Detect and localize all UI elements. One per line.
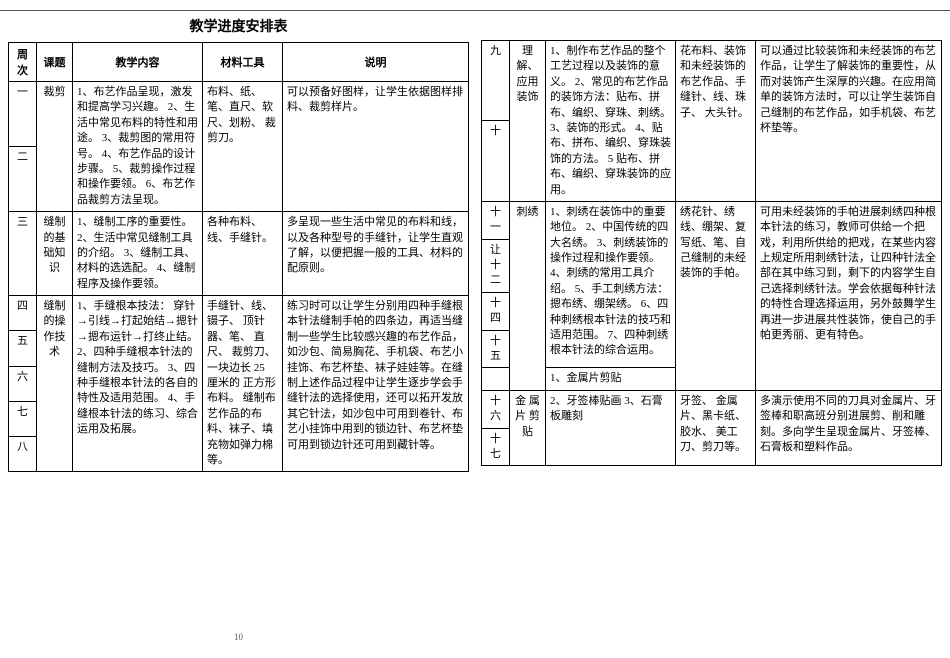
cell-week: 十	[482, 121, 510, 201]
cell-week: 三	[9, 212, 37, 296]
cell-week: 让十二	[482, 239, 510, 292]
cell-content: 1、缝制工序的重要性。 2、生活中常见缝制工具的介绍。 3、缝制工具、材料的选选…	[73, 212, 203, 296]
cell-content: 1、布艺作品呈现，激发和提高学习兴趣。 2、生活中常见布料的特性和用途。 3、裁…	[73, 82, 203, 212]
cell-week: 七	[9, 401, 37, 436]
cell-content: 1、手缝根本技法： 穿针→引线→打起始结→摁针 →摁布运针→打终止结。 2、四种…	[73, 296, 203, 472]
left-half: 教学进度安排表 周次 课题 教学内容 材料工具 说明 一 裁剪 1、布艺作品呈现…	[8, 12, 469, 646]
page-divider	[0, 10, 950, 11]
cell-note: 可用未经装饰的手帕进展刺绣四种根本针法的练习，教师可供给一个把戏，利用所供给的把…	[756, 201, 942, 390]
cell-topic: 缝制的基础知识	[37, 212, 73, 296]
cell-week: 十五	[482, 330, 510, 368]
th-tools: 材料工具	[203, 43, 283, 82]
cell-topic: 理解、应用装饰	[510, 41, 546, 202]
cell-note: 多呈现一些生活中常见的布料和线，以及各种型号的手缝针，让学生直观了解，以便把握一…	[283, 212, 469, 296]
right-half: 九 理解、应用装饰 1、制作布艺作品的整个工艺过程以及装饰的意义。 2、常见的布…	[481, 12, 942, 646]
table-row: 九 理解、应用装饰 1、制作布艺作品的整个工艺过程以及装饰的意义。 2、常见的布…	[482, 41, 942, 121]
cell-content: 1、金属片剪贴	[546, 368, 676, 390]
cell-week: 四	[9, 296, 37, 331]
table-row: 四 缝制的操作技术 1、手缝根本技法： 穿针→引线→打起始结→摁针 →摁布运针→…	[9, 296, 469, 331]
cell-tools: 各种布料、线、手缝针。	[203, 212, 283, 296]
cell-note: 可以预备好图样，让学生依据图样排料、裁剪样片。	[283, 82, 469, 212]
cell-note: 多演示使用不同的刀具对金属片、牙签棒和职高班分别进展剪、削和雕刻。多向学生呈现金…	[756, 390, 942, 466]
cell-week: 六	[9, 366, 37, 401]
schedule-table-left: 周次 课题 教学内容 材料工具 说明 一 裁剪 1、布艺作品呈现，激发和提高学习…	[8, 42, 469, 472]
th-content: 教学内容	[73, 43, 203, 82]
th-note: 说明	[283, 43, 469, 82]
cell-topic: 金 属片 剪贴	[510, 390, 546, 466]
table-title: 教学进度安排表	[8, 12, 469, 42]
th-topic: 课题	[37, 43, 73, 82]
th-week: 周次	[9, 43, 37, 82]
cell-week: 八	[9, 437, 37, 472]
table-row: 三 缝制的基础知识 1、缝制工序的重要性。 2、生活中常见缝制工具的介绍。 3、…	[9, 212, 469, 296]
cell-week: 十七	[482, 428, 510, 466]
table-row: 十六 金 属片 剪贴 2、牙签棒贴画 3、石膏板雕刻 牙签、 金属片、黑卡纸、胶…	[482, 390, 942, 428]
cell-tools: 花布料、装饰和未经装饰的布艺作品、手缝针、线、珠子、 大头针。	[676, 41, 756, 202]
cell-tools: 绣花针、绣线、绷架、复写纸、笔、自己缝制的未经装饰的手帕。	[676, 201, 756, 390]
schedule-table-right: 九 理解、应用装饰 1、制作布艺作品的整个工艺过程以及装饰的意义。 2、常见的布…	[481, 40, 942, 466]
cell-note: 可以通过比较装饰和未经装饰的布艺作品，让学生了解装饰的重要性，从而对装饰产生深厚…	[756, 41, 942, 202]
cell-week: 五	[9, 331, 37, 366]
page-number: 10	[234, 632, 243, 642]
cell-topic: 刺绣	[510, 201, 546, 390]
cell-tools: 牙签、 金属片、黑卡纸、胶水、 美工刀、剪刀等。	[676, 390, 756, 466]
header-row: 周次 课题 教学内容 材料工具 说明	[9, 43, 469, 82]
cell-topic: 缝制的操作技术	[37, 296, 73, 472]
table-row: 一 裁剪 1、布艺作品呈现，激发和提高学习兴趣。 2、生活中常见布料的特性和用途…	[9, 82, 469, 147]
cell-week: 一	[9, 82, 37, 147]
cell-tools: 布料、纸、笔、直尺、软尺、划粉、 裁剪刀。	[203, 82, 283, 212]
cell-week: 十六	[482, 390, 510, 428]
cell-content: 2、牙签棒贴画 3、石膏板雕刻	[546, 390, 676, 466]
cell-note: 练习时可以让学生分别用四种手缝根本针法缝制手帕的四条边，再适当缝制一些学生比较感…	[283, 296, 469, 472]
cell-topic: 裁剪	[37, 82, 73, 212]
cell-week: 二	[9, 147, 37, 212]
cell-week: 十一	[482, 201, 510, 239]
cell-week	[482, 368, 510, 390]
cell-content: 1、刺绣在装饰中的重要地位。 2、中国传统的四大名绣。 3、刺绣装饰的操作过程和…	[546, 201, 676, 368]
cell-week: 十四	[482, 292, 510, 330]
table-row: 十一 刺绣 1、刺绣在装饰中的重要地位。 2、中国传统的四大名绣。 3、刺绣装饰…	[482, 201, 942, 239]
cell-week: 九	[482, 41, 510, 121]
cell-content: 1、制作布艺作品的整个工艺过程以及装饰的意义。 2、常见的布艺作品的装饰方法：贴…	[546, 41, 676, 202]
cell-tools: 手缝针、线、镊子、 顶针器、笔、 直尺、 裁剪刀、一块边长 25 厘米的 正方形…	[203, 296, 283, 472]
